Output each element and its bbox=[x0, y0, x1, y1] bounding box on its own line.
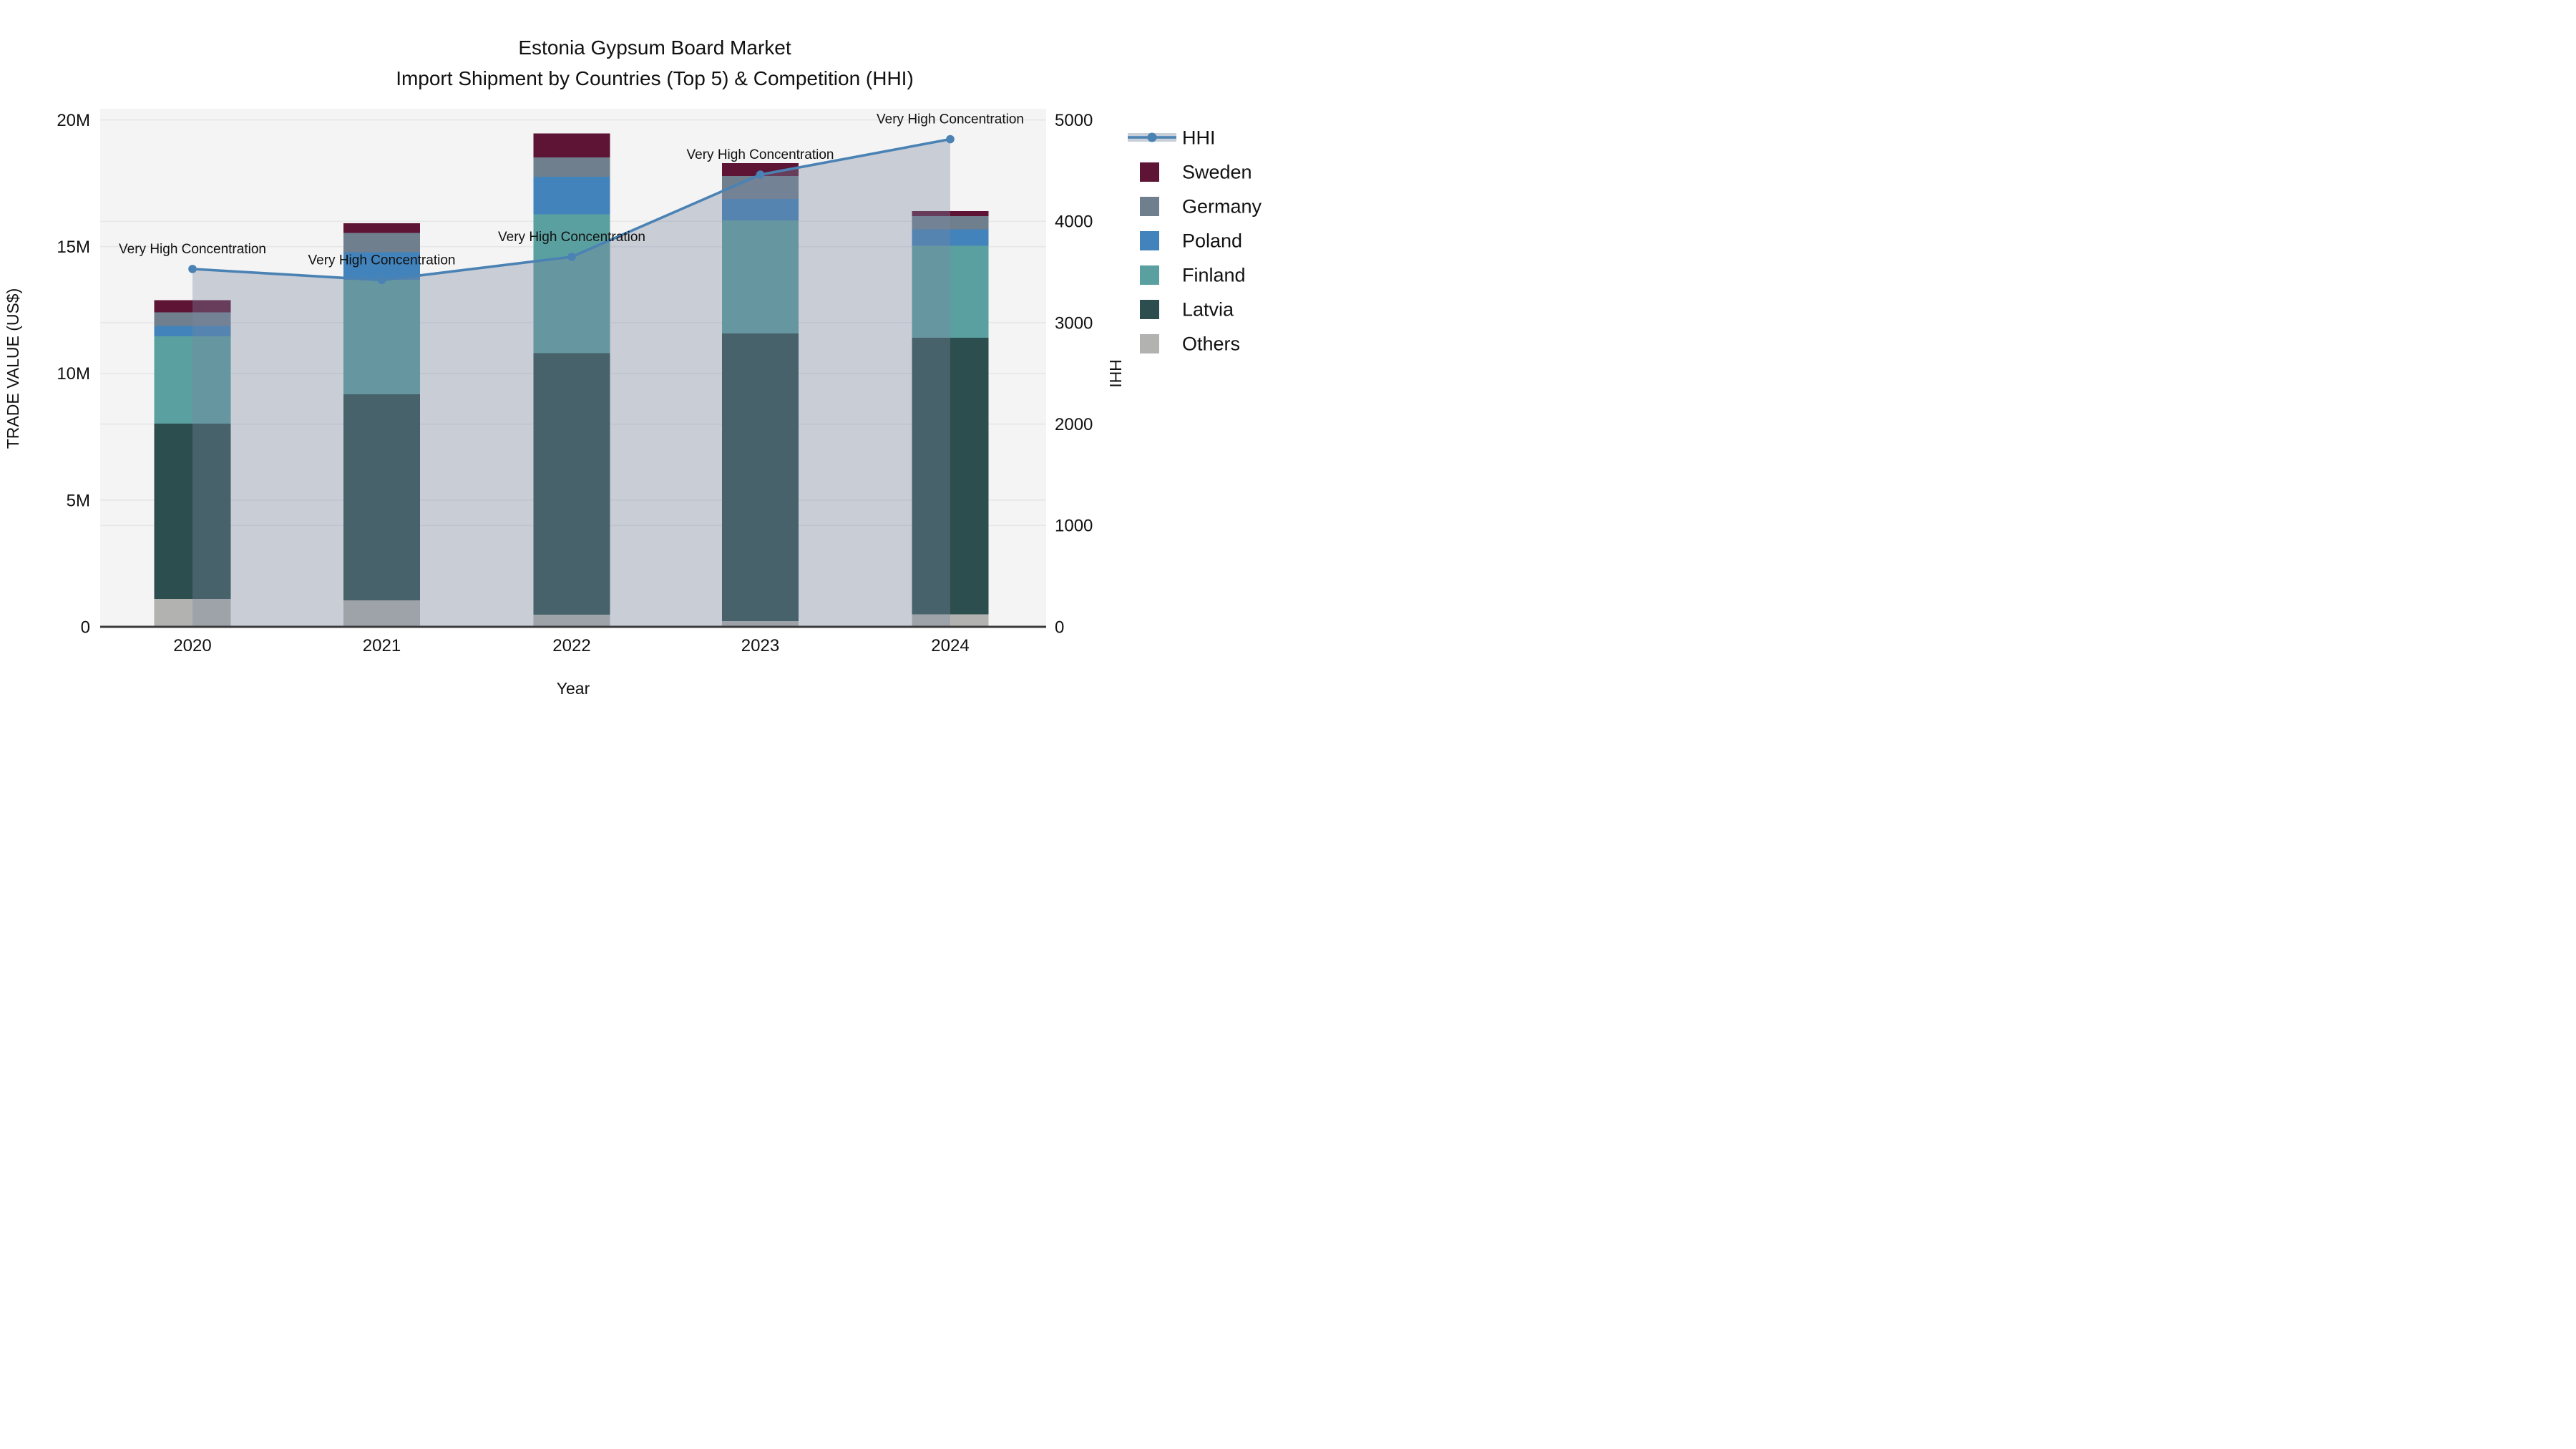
bar-2024-germany bbox=[912, 216, 989, 230]
y-right-tick-5000: 5000 bbox=[1055, 111, 1093, 130]
y-left-tick-15M: 15M bbox=[57, 238, 90, 257]
bar-2020-sweden bbox=[154, 300, 231, 313]
legend-label-latvia: Latvia bbox=[1182, 298, 1234, 320]
annotation-2023: Very High Concentration bbox=[687, 147, 834, 162]
annotation-2020: Very High Concentration bbox=[119, 242, 266, 257]
bar-2021-latvia bbox=[343, 394, 420, 601]
legend-label-sweden: Sweden bbox=[1182, 161, 1252, 182]
hhi-marker-2020 bbox=[188, 265, 197, 273]
bar-2022-latvia bbox=[533, 353, 610, 615]
x-tick-2023: 2023 bbox=[741, 636, 779, 655]
hhi-axis-title: HHI bbox=[1106, 359, 1125, 388]
legend-item-hhi: HHI bbox=[1128, 127, 1216, 148]
x-tick-2020: 2020 bbox=[173, 636, 211, 655]
x-tick-2021: 2021 bbox=[363, 636, 401, 655]
bar-2023-sweden bbox=[722, 162, 799, 176]
bar-2022-poland bbox=[533, 176, 610, 215]
bar-2024-latvia bbox=[912, 337, 989, 615]
chart-title-line1: Estonia Gypsum Board Market bbox=[518, 36, 791, 59]
bar-2023-others bbox=[722, 621, 799, 627]
y-left-tick-10M: 10M bbox=[57, 364, 90, 384]
y-left-tick-20M: 20M bbox=[57, 111, 90, 130]
x-tick-2022: 2022 bbox=[552, 636, 590, 655]
y-right-tick-4000: 4000 bbox=[1055, 213, 1093, 232]
legend-item-poland: Poland bbox=[1140, 230, 1242, 251]
bar-2022-finland bbox=[533, 214, 610, 353]
annotation-2022: Very High Concentration bbox=[498, 230, 645, 245]
legend-swatch-poland bbox=[1140, 231, 1159, 250]
figure: Estonia Gypsum Board Market Import Shipm… bbox=[0, 0, 1288, 724]
x-axis-title: Year bbox=[557, 679, 590, 698]
y-right-tick-2000: 2000 bbox=[1055, 415, 1093, 434]
y-right-tick-1000: 1000 bbox=[1055, 517, 1093, 536]
x-tick-2024: 2024 bbox=[931, 636, 969, 655]
legend-label-poland: Poland bbox=[1182, 230, 1242, 251]
bar-2021-poland bbox=[343, 252, 420, 280]
bar-2021-germany bbox=[343, 233, 420, 253]
bar-2023-latvia bbox=[722, 333, 799, 622]
chart-canvas: Estonia Gypsum Board Market Import Shipm… bbox=[4, 36, 1262, 698]
y-axis-title: TRADE VALUE (US$) bbox=[4, 288, 22, 449]
hhi-marker-2021 bbox=[377, 275, 386, 285]
y-right-tick-0: 0 bbox=[1055, 618, 1064, 637]
legend-item-latvia: Latvia bbox=[1140, 298, 1234, 320]
bar-2020-latvia bbox=[154, 423, 231, 600]
bar-2021-sweden bbox=[343, 223, 420, 233]
chart-title-line2: Import Shipment by Countries (Top 5) & C… bbox=[396, 67, 914, 89]
hhi-marker-2022 bbox=[567, 253, 576, 261]
legend-item-finland: Finland bbox=[1140, 264, 1246, 286]
y-left-tick-5M: 5M bbox=[67, 491, 90, 510]
bar-2024-poland bbox=[912, 229, 989, 246]
bar-2021-others bbox=[343, 600, 420, 627]
legend-label-hhi: HHI bbox=[1182, 127, 1216, 148]
bar-2020-poland bbox=[154, 326, 231, 337]
legend-label-others: Others bbox=[1182, 333, 1240, 354]
y-right-tick-3000: 3000 bbox=[1055, 313, 1093, 333]
legend-swatch-sweden bbox=[1140, 162, 1159, 182]
hhi-marker-2024 bbox=[946, 135, 955, 144]
bar-2024-others bbox=[912, 614, 989, 627]
legend-label-germany: Germany bbox=[1182, 195, 1262, 217]
bar-2023-germany bbox=[722, 175, 799, 199]
legend-item-germany: Germany bbox=[1140, 195, 1262, 217]
legend-swatch-finland bbox=[1140, 265, 1159, 285]
bar-2022-sweden bbox=[533, 133, 610, 158]
plot-group: Very High Concentration Very High Concent… bbox=[57, 109, 1093, 655]
bar-2020-germany bbox=[154, 312, 231, 326]
bar-2020-finland bbox=[154, 336, 231, 424]
bar-2022-germany bbox=[533, 157, 610, 177]
legend-marker-hhi bbox=[1147, 132, 1157, 142]
bar-2021-finland bbox=[343, 280, 420, 395]
legend-swatch-germany bbox=[1140, 197, 1159, 216]
legend-item-others: Others bbox=[1140, 333, 1240, 354]
bar-2022-others bbox=[533, 614, 610, 627]
y-left-tick-0: 0 bbox=[81, 618, 90, 637]
legend-label-finland: Finland bbox=[1182, 264, 1246, 286]
bar-2023-poland bbox=[722, 198, 799, 220]
bar-2020-others bbox=[154, 599, 231, 627]
bar-2024-finland bbox=[912, 245, 989, 338]
bar-2024-sweden bbox=[912, 210, 989, 217]
bar-2023-finland bbox=[722, 220, 799, 334]
legend-swatch-others bbox=[1140, 334, 1159, 353]
hhi-area bbox=[192, 139, 950, 628]
annotation-2021: Very High Concentration bbox=[308, 253, 456, 268]
legend: HHI Sweden Germany Poland Finland Latvia Other… bbox=[1128, 127, 1262, 354]
annotation-2024: Very High Concentration bbox=[877, 112, 1024, 127]
legend-item-sweden: Sweden bbox=[1140, 161, 1252, 182]
legend-swatch-latvia bbox=[1140, 300, 1159, 319]
hhi-marker-2023 bbox=[756, 170, 765, 179]
